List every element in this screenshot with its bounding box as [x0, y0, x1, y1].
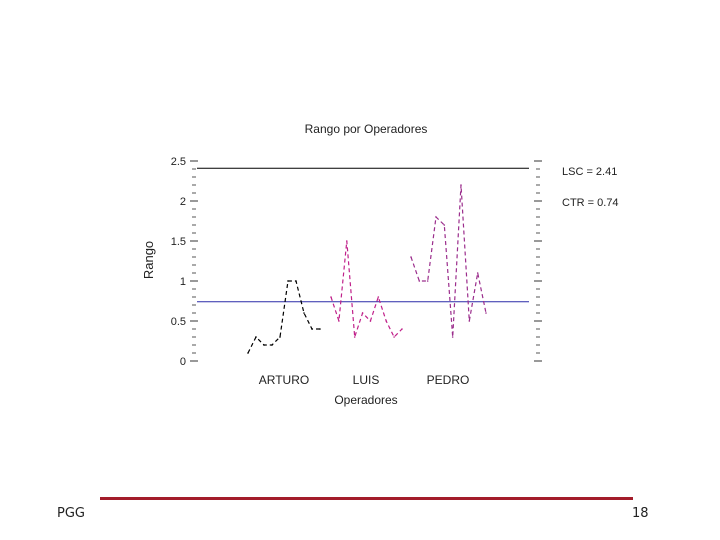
upper-limit-label: LSC = 2.41: [562, 166, 617, 178]
y-tick-label: 0: [180, 356, 186, 368]
data-point: [295, 280, 297, 282]
page-number: 18: [632, 506, 649, 521]
series-group: ARTURO LUIS PEDRO: [247, 184, 487, 387]
data-point: [247, 352, 249, 354]
data-point: [287, 280, 289, 282]
data-point: [476, 272, 479, 274]
axes: 0 0.5 1 1.5 2 2.5: [171, 156, 542, 368]
data-point: [485, 312, 487, 314]
data-point: [451, 336, 454, 338]
x-category-label: PEDRO: [427, 373, 470, 387]
data-point: [426, 280, 429, 282]
series-line-arturo: [247, 280, 320, 354]
series-line-luis: [330, 240, 403, 339]
data-point: [435, 216, 437, 218]
data-point: [377, 296, 380, 298]
data-point: [393, 336, 395, 338]
data-point: [361, 312, 364, 314]
data-point: [319, 328, 321, 330]
data-point: [369, 320, 372, 322]
data-point: [468, 320, 471, 322]
y-tick-label: 2.5: [171, 156, 186, 168]
y-tick-label: 0.5: [171, 316, 186, 328]
x-category-label: LUIS: [353, 373, 380, 387]
data-point: [279, 336, 281, 338]
data-point: [345, 240, 348, 242]
center-line-label: CTR = 0.74: [562, 197, 619, 209]
data-point: [353, 336, 356, 338]
data-point: [460, 184, 462, 186]
y-tick-label: 1.5: [171, 236, 186, 248]
x-axis-label: Operadores: [334, 393, 397, 407]
data-point: [410, 256, 412, 258]
footer-rule: [100, 497, 633, 500]
chart-title: Rango por Operadores: [305, 122, 428, 136]
footer-label: PGG: [57, 506, 85, 521]
data-point: [263, 344, 265, 346]
y-tick-label: 1: [180, 276, 186, 288]
data-point: [418, 280, 421, 282]
data-point: [443, 224, 446, 226]
x-category-label: ARTURO: [259, 373, 309, 387]
data-point: [401, 328, 403, 330]
y-tick-label: 2: [180, 196, 186, 208]
data-point: [255, 336, 257, 338]
data-point: [303, 312, 305, 314]
data-point: [311, 328, 313, 330]
control-lines: LSC = 2.41 CTR = 0.74: [197, 166, 619, 303]
data-point: [271, 344, 273, 346]
data-point: [338, 320, 340, 322]
series-line-pedro: [410, 184, 487, 338]
y-axis-label: Rango: [141, 241, 156, 279]
data-point: [385, 320, 388, 322]
data-point: [330, 296, 332, 298]
